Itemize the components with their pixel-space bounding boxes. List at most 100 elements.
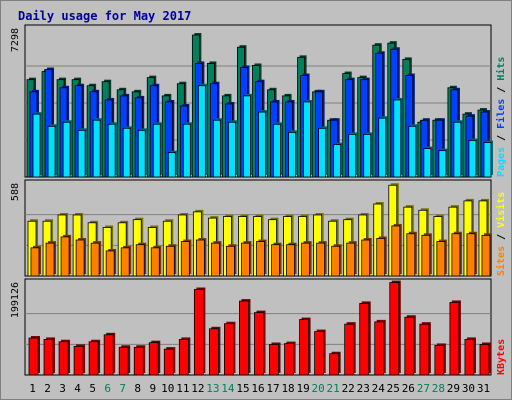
x-tick-label-3: 3 <box>59 382 66 395</box>
bar-sites-10 <box>165 245 175 277</box>
bar-kbytes-6 <box>103 334 114 376</box>
bar-kbytes-19 <box>299 319 309 376</box>
bar-pages-22 <box>348 134 357 178</box>
bar-sites-15 <box>241 242 250 277</box>
bar-kbytes-30 <box>464 339 475 376</box>
x-tick-label-27: 27 <box>417 382 430 395</box>
bar-kbytes-18 <box>284 343 294 376</box>
x-tick-label-11: 11 <box>176 382 189 395</box>
bar-pages-18 <box>288 131 296 178</box>
bar-kbytes-10 <box>163 348 174 376</box>
x-tick-label-13: 13 <box>206 382 219 395</box>
bar-sites-19 <box>301 242 310 277</box>
bar-kbytes-28 <box>434 345 445 376</box>
bar-sites-24 <box>376 238 386 277</box>
x-tick-label-12: 12 <box>191 382 204 395</box>
x-tick-label-4: 4 <box>74 382 81 395</box>
x-tick-label-10: 10 <box>161 382 174 395</box>
bar-pages-6 <box>107 123 116 178</box>
bar-pages-17 <box>273 123 281 178</box>
bar-pages-29 <box>453 121 462 178</box>
bar-kbytes-13 <box>208 328 219 376</box>
x-tick-label-20: 20 <box>312 382 325 395</box>
x-tick-label-22: 22 <box>342 382 355 395</box>
bar-kbytes-22 <box>344 323 355 376</box>
bar-kbytes-8 <box>133 346 144 376</box>
bar-sites-11 <box>180 241 190 277</box>
bar-kbytes-3 <box>58 341 69 376</box>
bar-kbytes-7 <box>118 346 129 376</box>
x-tick-label-24: 24 <box>372 382 386 395</box>
bar-sites-1 <box>30 247 40 277</box>
bar-kbytes-21 <box>329 353 340 376</box>
bar-kbytes-16 <box>254 312 264 376</box>
bar-pages-12 <box>197 85 206 178</box>
bar-sites-28 <box>436 241 446 277</box>
bar-sites-2 <box>45 242 55 277</box>
bar-kbytes-26 <box>404 316 415 376</box>
bar-kbytes-24 <box>374 321 385 376</box>
bar-sites-22 <box>346 242 356 277</box>
bar-sites-3 <box>60 236 70 277</box>
chart-title: Daily usage for May 2017 <box>18 9 191 23</box>
bar-sites-20 <box>316 242 326 277</box>
x-tick-label-5: 5 <box>89 382 96 395</box>
legend-part: Sites <box>495 246 507 276</box>
bar-sites-16 <box>256 241 265 277</box>
x-tick-label-26: 26 <box>402 382 415 395</box>
y-max-label: 199126 <box>10 282 21 318</box>
bar-pages-16 <box>258 111 266 178</box>
x-tick-label-2: 2 <box>44 382 51 395</box>
bar-sites-9 <box>150 247 160 277</box>
bar-pages-21 <box>333 144 342 178</box>
bar-kbytes-17 <box>269 344 279 376</box>
bar-kbytes-15 <box>239 300 249 376</box>
bar-kbytes-31 <box>479 344 490 376</box>
bar-pages-20 <box>318 127 327 178</box>
bar-pages-9 <box>152 123 161 178</box>
bar-sites-8 <box>135 244 145 277</box>
bar-sites-18 <box>286 244 295 277</box>
x-tick-label-17: 17 <box>266 382 279 395</box>
bar-sites-21 <box>331 245 341 277</box>
x-tick-label-16: 16 <box>251 382 264 395</box>
bar-kbytes-11 <box>178 339 189 376</box>
bar-kbytes-4 <box>73 345 84 376</box>
bar-pages-24 <box>378 117 387 178</box>
legend-part: / <box>496 228 507 246</box>
legend-part: Files <box>495 99 507 129</box>
panel-2: 588 Sites / Visits <box>10 179 507 277</box>
x-tick-label-25: 25 <box>387 382 400 395</box>
x-tick-label-21: 21 <box>327 382 340 395</box>
bar-sites-23 <box>361 239 371 277</box>
x-tick-label-15: 15 <box>236 382 249 395</box>
bar-kbytes-1 <box>28 337 39 376</box>
bar-sites-14 <box>226 245 235 277</box>
bar-pages-4 <box>77 129 86 178</box>
bar-kbytes-5 <box>88 341 99 376</box>
bar-kbytes-20 <box>314 331 325 376</box>
bar-sites-5 <box>90 242 100 277</box>
panel-1: 7298 Pages / Files / Hits <box>10 24 507 178</box>
bar-kbytes-9 <box>148 342 159 376</box>
bar-pages-7 <box>122 127 131 178</box>
x-tick-label-19: 19 <box>296 382 309 395</box>
bar-sites-17 <box>271 244 280 277</box>
bar-kbytes-12 <box>193 289 204 376</box>
y-max-label: 7298 <box>10 28 21 52</box>
bar-sites-27 <box>421 234 431 277</box>
x-tick-label-30: 30 <box>462 382 475 395</box>
bar-sites-31 <box>481 234 491 277</box>
bar-pages-3 <box>62 121 71 178</box>
bar-sites-4 <box>75 239 85 277</box>
bar-pages-8 <box>137 129 146 178</box>
bar-sites-26 <box>406 233 416 277</box>
bar-kbytes-29 <box>449 302 460 376</box>
x-axis-labels: 1 2 3 4 5 6 7 8 9 10 11 12 13 14 15 16 17 18 19 20 21 22 23 24 2… <box>29 382 490 395</box>
bar-pages-19 <box>303 101 311 178</box>
y-max-label: 588 <box>10 183 21 201</box>
bar-sites-13 <box>210 242 220 277</box>
x-tick-label-8: 8 <box>134 382 141 395</box>
bar-kbytes-25 <box>389 282 400 376</box>
bar-pages-26 <box>408 125 417 178</box>
